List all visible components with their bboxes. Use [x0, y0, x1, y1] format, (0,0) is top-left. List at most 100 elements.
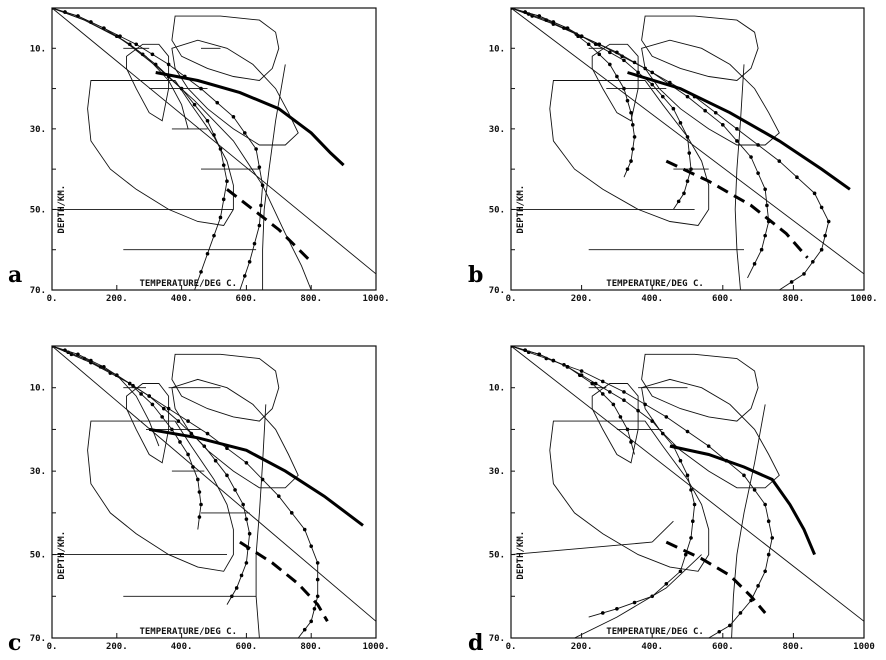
data-point [756, 584, 760, 588]
geotherm-line [511, 346, 696, 618]
data-point [242, 131, 247, 135]
x-tick-label: 400. [641, 294, 663, 304]
data-point [706, 444, 711, 448]
data-point [576, 34, 580, 38]
data-point [742, 473, 746, 478]
data-point [819, 247, 824, 252]
geotherm-line [511, 8, 830, 290]
geotherm-line [511, 541, 653, 556]
y-tick-label: 30. [489, 125, 505, 135]
panel-label: c [8, 630, 21, 656]
y-tick-label: 50. [489, 551, 505, 561]
panel-d: 0. 200. 400. 600. 800. 1000 10. 30. 50. 70. TEMPER… [468, 345, 875, 656]
region-outline [126, 383, 170, 464]
data-point [735, 127, 739, 131]
data-point [622, 398, 626, 403]
data-point [315, 577, 320, 582]
y-tick-label: 10. [489, 384, 505, 394]
data-point [213, 458, 218, 463]
data-point [685, 473, 690, 478]
data-point [664, 415, 669, 419]
data-point [615, 74, 619, 79]
data-point [682, 191, 686, 196]
data-point [131, 383, 135, 388]
data-point [205, 251, 210, 256]
data-point [685, 179, 690, 184]
data-point [244, 517, 249, 521]
dashed-line [665, 159, 809, 259]
y-tick-label: 70. [489, 634, 505, 644]
x-tick-label: 600. [236, 294, 258, 304]
y-axis-title: DEPTH/KM. [516, 531, 526, 580]
data-point [212, 133, 216, 137]
geotherm-line [52, 346, 160, 447]
data-point [721, 123, 725, 127]
data-point [692, 502, 697, 507]
data-point [215, 100, 220, 105]
data-point [632, 60, 637, 65]
data-point [650, 82, 654, 87]
y-axis-title: DEPTH/KM. [57, 531, 67, 580]
region-outline [171, 15, 280, 81]
data-point [565, 365, 570, 369]
x-tick-label: 800. [783, 642, 805, 652]
dashed-line [665, 540, 767, 614]
x-tick-label: 0. [506, 294, 517, 304]
data-point [756, 143, 760, 147]
region-outline [641, 353, 759, 422]
data-point [225, 473, 229, 478]
x-tick-label: 400. [171, 294, 193, 304]
geotherm-line [651, 520, 674, 543]
data-point [178, 440, 182, 444]
data-point [823, 233, 827, 238]
x-axis-title: TEMPERATURE/DEG C. [606, 627, 704, 637]
data-point [608, 50, 612, 55]
geotherm-line [262, 64, 286, 290]
region-outline [549, 420, 710, 572]
data-point [225, 179, 229, 184]
data-point [812, 191, 817, 196]
geotherm-line [574, 554, 702, 638]
panel-c: 0. 200. 400. 600. 800. 1000. 10. 30. 50. 70. TEMPE… [8, 345, 390, 656]
x-axis-title: TEMPERATURE/DEG C. [606, 279, 704, 289]
data-point [147, 394, 151, 398]
region-outline [591, 43, 639, 122]
y-tick-label: 70. [489, 286, 505, 296]
data-point [650, 419, 654, 423]
data-point [689, 536, 693, 540]
solidus-line [155, 71, 345, 167]
data-point [763, 233, 767, 238]
data-point [766, 519, 771, 523]
x-tick-label: 200. [571, 642, 593, 652]
data-point [765, 203, 769, 208]
data-point [257, 165, 262, 169]
data-point [586, 42, 591, 47]
region-outline [126, 43, 170, 122]
geotherm-line [731, 404, 766, 638]
data-point [199, 270, 203, 274]
data-point [191, 465, 195, 469]
data-point [537, 14, 542, 18]
data-point [127, 381, 132, 386]
x-tick-label: 800. [783, 294, 805, 304]
x-tick-label: 1000. [362, 642, 389, 652]
data-point [689, 488, 693, 492]
dashed-line [239, 540, 329, 623]
data-point [763, 502, 767, 507]
x-tick-label: 400. [171, 642, 193, 652]
data-point [625, 98, 630, 103]
x-tick-label: 1000. [850, 294, 877, 304]
data-point [717, 629, 722, 634]
data-point [160, 415, 164, 419]
data-point [770, 536, 775, 540]
data-point [233, 488, 237, 492]
data-point [678, 569, 683, 574]
data-point [259, 203, 263, 208]
data-point [664, 581, 669, 586]
geotherm-line [511, 346, 864, 622]
data-point [618, 415, 623, 419]
data-point [683, 552, 688, 557]
data-point [309, 619, 314, 624]
data-point [629, 159, 633, 163]
data-point [650, 70, 654, 75]
